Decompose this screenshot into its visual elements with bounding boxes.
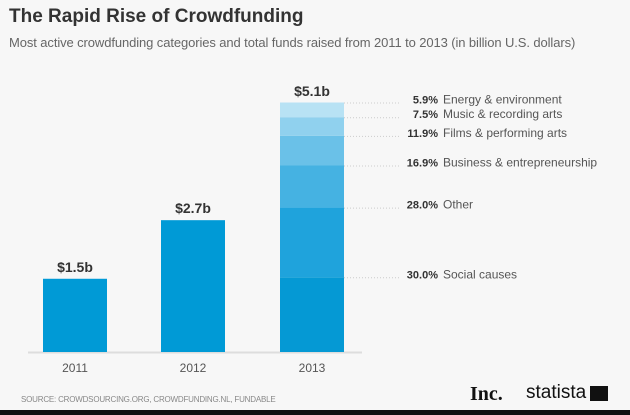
bar-2012 (161, 220, 225, 352)
segment-name-label: Business & entrepreneurship (443, 155, 597, 169)
bottom-strip (0, 410, 630, 415)
segment-share-label: 30.0% (407, 269, 438, 281)
data-label: $1.5b (57, 259, 93, 275)
x-tick-label: 2013 (299, 361, 326, 375)
segment-name-label: Social causes (443, 267, 517, 281)
x-tick-label: 2012 (180, 361, 207, 375)
segment-name-label: Music & recording arts (443, 107, 562, 121)
bar-segment-music-recording-arts (280, 117, 344, 136)
statista-logo-icon (590, 386, 608, 401)
segment-share-label: 11.9% (407, 128, 438, 140)
segment-share-label: 7.5% (413, 109, 438, 121)
bar-segment-social-causes (280, 277, 344, 352)
bar-2011 (43, 278, 107, 352)
x-tick-label: 2011 (62, 361, 88, 375)
statista-logo: statista (526, 382, 587, 403)
segment-name-label: Films & performing arts (443, 126, 567, 140)
bar-segment-energy-environment (280, 102, 344, 118)
bar-segment-other (280, 207, 344, 278)
segment-share-label: 5.9% (413, 95, 438, 107)
segment-name-label: Other (443, 198, 473, 212)
chart-title: The Rapid Rise of Crowdfunding (9, 6, 304, 27)
bar-segment-films-performing-arts (280, 135, 344, 166)
segment-name-label: Energy & environment (443, 93, 562, 107)
source-note: SOURCE: CROWDSOURCING.ORG, CROWDFUNDING.… (21, 395, 276, 404)
data-label: $5.1b (294, 83, 330, 99)
inc-logo: Inc. (470, 383, 503, 405)
segment-share-label: 28.0% (407, 200, 438, 212)
bar-segment-business-entrepreneurship (280, 165, 344, 208)
segment-share-label: 16.9% (407, 157, 438, 169)
chart-subtitle: Most active crowdfunding categories and … (9, 35, 576, 50)
bar-chart: $1.5b 2011 $2.7b 2012 30.0% Social causes 28.0… (28, 83, 597, 375)
data-label: $2.7b (175, 200, 211, 216)
